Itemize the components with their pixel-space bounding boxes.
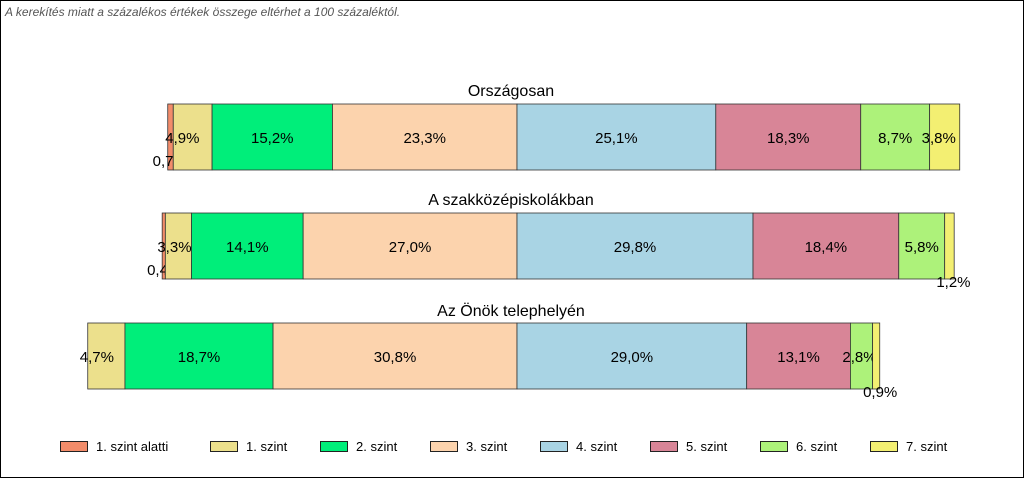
data-label: 29,8%	[614, 239, 657, 256]
legend-swatch	[650, 440, 678, 452]
bar-segment	[516, 322, 748, 390]
data-label: 3,3%	[157, 239, 191, 256]
group-title: Országosan	[468, 83, 554, 100]
data-label: 18,4%	[805, 239, 848, 256]
data-label: 4,9%	[165, 130, 199, 147]
bar-segment	[172, 103, 213, 171]
legend-item: 2. szint	[320, 436, 397, 456]
data-label: 29,0%	[611, 349, 654, 366]
data-label: 3,8%	[922, 130, 956, 147]
bar-segment	[164, 212, 192, 280]
data-label: 18,7%	[178, 349, 221, 366]
legend-label: 2. szint	[356, 438, 398, 454]
legend-label: 5. szint	[686, 438, 728, 454]
group-title: A szakközépiskolákban	[428, 192, 593, 209]
data-label: 4,7%	[80, 349, 114, 366]
data-label: 25,1%	[595, 130, 638, 147]
legend-item: 1. szint	[210, 436, 287, 456]
legend-label: 1. szint	[246, 438, 288, 454]
legend-swatch	[210, 440, 238, 452]
legend-item: 3. szint	[430, 436, 507, 456]
bar-segment	[272, 322, 518, 390]
data-label: 15,2%	[251, 130, 294, 147]
bar-segment	[211, 103, 333, 171]
data-label: 8,7%	[878, 130, 912, 147]
legend-label: 4. szint	[576, 438, 618, 454]
data-label: 0,9%	[863, 384, 897, 401]
legend-item: 7. szint	[870, 436, 947, 456]
data-label: 30,8%	[374, 349, 417, 366]
legend-item: 6. szint	[760, 436, 837, 456]
legend-swatch	[60, 440, 88, 452]
data-label: 14,1%	[226, 239, 269, 256]
bar-segment	[715, 103, 862, 171]
legend-label: 6. szint	[796, 438, 838, 454]
bar-segment	[332, 103, 518, 171]
legend-swatch	[320, 440, 348, 452]
bar-segment	[191, 212, 304, 280]
legend-item: 1. szint alatti	[60, 436, 168, 456]
legend-item: 5. szint	[650, 436, 727, 456]
group-title: Az Önök telephelyén	[437, 302, 585, 320]
data-label: 1,2%	[936, 274, 970, 291]
legend-swatch	[540, 440, 568, 452]
data-label: 13,1%	[777, 349, 820, 366]
data-label: 5,8%	[905, 239, 939, 256]
bar-segment	[929, 103, 961, 171]
legend-label: 7. szint	[906, 438, 948, 454]
bar-segment	[944, 212, 955, 280]
data-label: 27,0%	[389, 239, 432, 256]
legend-label: 3. szint	[466, 438, 508, 454]
rounding-note: A kerekítés miatt a százalékos értékek ö…	[5, 5, 401, 19]
bar-segment	[516, 103, 717, 171]
bar-segment	[752, 212, 900, 280]
bar-segment	[872, 322, 881, 390]
bar-segment	[860, 103, 931, 171]
legend-label: 1. szint alatti	[96, 438, 169, 454]
chart-legend: 1. szint alatti 1. szint 2. szint 3. szint 4…	[0, 436, 1024, 456]
data-label: 2,8%	[842, 349, 876, 366]
legend-item: 4. szint	[540, 436, 617, 456]
bar-segment	[302, 212, 518, 280]
data-label: 23,3%	[403, 130, 446, 147]
data-label: 18,3%	[767, 130, 810, 147]
legend-swatch	[870, 440, 898, 452]
bar-segment	[746, 322, 851, 390]
bar-group-3: Az Önök telephelyén 4,7% 18,7% 30,8% 29,0% 13…	[80, 302, 898, 401]
legend-swatch	[760, 440, 788, 452]
bar-segment	[516, 212, 754, 280]
legend-swatch	[430, 440, 458, 452]
